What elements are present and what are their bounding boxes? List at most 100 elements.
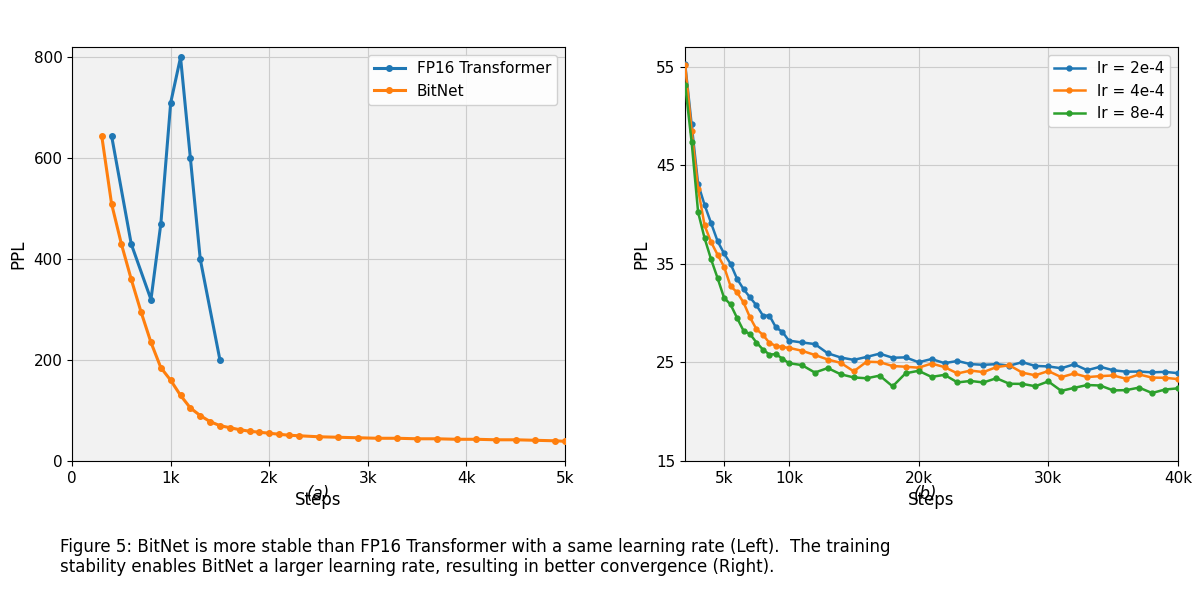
FP16 Transformer [213, 356, 227, 363]
lr = 2e-4 [1054, 365, 1069, 372]
lr = 2e-4 [710, 238, 725, 245]
lr = 2e-4 [924, 356, 939, 363]
lr = 2e-4 [749, 302, 763, 309]
Text: stability enables BitNet a larger learning rate, resulting in better convergence: stability enables BitNet a larger learni… [60, 558, 774, 576]
lr = 2e-4 [938, 359, 952, 366]
lr = 2e-4 [1079, 366, 1094, 374]
BitNet [154, 364, 168, 371]
lr = 2e-4 [898, 354, 912, 361]
lr = 2e-4 [704, 219, 719, 226]
BitNet [183, 404, 197, 411]
Y-axis label: PPL: PPL [10, 239, 28, 269]
lr = 2e-4 [716, 250, 731, 257]
lr = 4e-4 [989, 363, 1004, 371]
lr = 8e-4 [1041, 378, 1055, 385]
lr = 8e-4 [963, 378, 977, 385]
lr = 2e-4 [756, 312, 770, 319]
lr = 8e-4 [873, 372, 887, 379]
lr = 8e-4 [951, 379, 965, 386]
BitNet [133, 309, 148, 316]
lr = 8e-4 [1144, 389, 1159, 397]
lr = 8e-4 [1054, 387, 1069, 394]
FP16 Transformer [105, 132, 119, 139]
Line: lr = 4e-4: lr = 4e-4 [683, 63, 1180, 382]
lr = 4e-4 [710, 251, 725, 258]
lr = 2e-4 [1002, 362, 1017, 369]
lr = 2e-4 [769, 324, 784, 331]
lr = 4e-4 [762, 339, 776, 346]
FP16 Transformer [154, 220, 168, 228]
lr = 4e-4 [1016, 369, 1030, 376]
lr = 8e-4 [678, 82, 692, 89]
lr = 4e-4 [1028, 372, 1042, 379]
BitNet [508, 436, 523, 443]
lr = 4e-4 [697, 222, 712, 229]
BitNet [311, 433, 326, 440]
lr = 8e-4 [846, 374, 861, 381]
lr = 4e-4 [924, 360, 939, 367]
lr = 2e-4 [1106, 366, 1120, 374]
lr = 4e-4 [1002, 362, 1017, 369]
BitNet [105, 200, 119, 207]
lr = 4e-4 [795, 347, 809, 354]
BitNet [173, 392, 188, 399]
lr = 4e-4 [808, 352, 822, 359]
lr = 2e-4 [963, 361, 977, 368]
BitNet [95, 132, 109, 139]
BitNet [429, 435, 444, 442]
lr = 8e-4 [781, 360, 796, 367]
BitNet [351, 434, 365, 441]
X-axis label: Steps: Steps [296, 491, 341, 509]
Line: FP16 Transformer: FP16 Transformer [108, 54, 222, 363]
BitNet [114, 241, 129, 248]
lr = 8e-4 [1106, 387, 1120, 394]
lr = 2e-4 [1093, 363, 1107, 371]
lr = 8e-4 [938, 371, 952, 378]
lr = 8e-4 [743, 330, 757, 337]
lr = 2e-4 [678, 60, 692, 67]
lr = 4e-4 [737, 299, 751, 306]
lr = 8e-4 [821, 365, 835, 372]
lr = 8e-4 [749, 339, 763, 346]
lr = 4e-4 [833, 359, 847, 366]
lr = 2e-4 [911, 359, 926, 366]
Line: lr = 2e-4: lr = 2e-4 [683, 61, 1180, 376]
lr = 2e-4 [781, 337, 796, 344]
lr = 8e-4 [691, 209, 706, 216]
lr = 2e-4 [1119, 368, 1133, 375]
lr = 2e-4 [743, 294, 757, 301]
lr = 4e-4 [1171, 376, 1185, 383]
BitNet [450, 436, 464, 443]
lr = 4e-4 [781, 345, 796, 352]
lr = 8e-4 [769, 350, 784, 358]
BitNet [272, 431, 286, 438]
lr = 4e-4 [976, 369, 990, 376]
FP16 Transformer [144, 296, 159, 303]
lr = 8e-4 [724, 301, 738, 308]
lr = 2e-4 [821, 350, 835, 357]
lr = 8e-4 [833, 371, 847, 378]
lr = 2e-4 [684, 121, 698, 128]
lr = 4e-4 [743, 314, 757, 321]
lr = 2e-4 [1132, 368, 1147, 375]
lr = 4e-4 [821, 356, 835, 363]
BitNet [222, 424, 237, 431]
lr = 2e-4 [1067, 361, 1082, 368]
lr = 2e-4 [833, 354, 847, 361]
lr = 2e-4 [989, 361, 1004, 368]
lr = 8e-4 [1171, 385, 1185, 392]
lr = 4e-4 [769, 342, 784, 349]
lr = 2e-4 [859, 353, 874, 361]
lr = 4e-4 [1119, 375, 1133, 382]
BitNet [331, 434, 345, 441]
lr = 2e-4 [1171, 369, 1185, 376]
lr = 8e-4 [730, 314, 744, 322]
FP16 Transformer [173, 54, 188, 61]
lr = 4e-4 [1106, 372, 1120, 379]
Line: lr = 8e-4: lr = 8e-4 [683, 82, 1180, 395]
lr = 2e-4 [886, 354, 900, 361]
lr = 8e-4 [1016, 381, 1030, 388]
lr = 8e-4 [898, 370, 912, 377]
lr = 8e-4 [1028, 383, 1042, 390]
FP16 Transformer [183, 155, 197, 162]
